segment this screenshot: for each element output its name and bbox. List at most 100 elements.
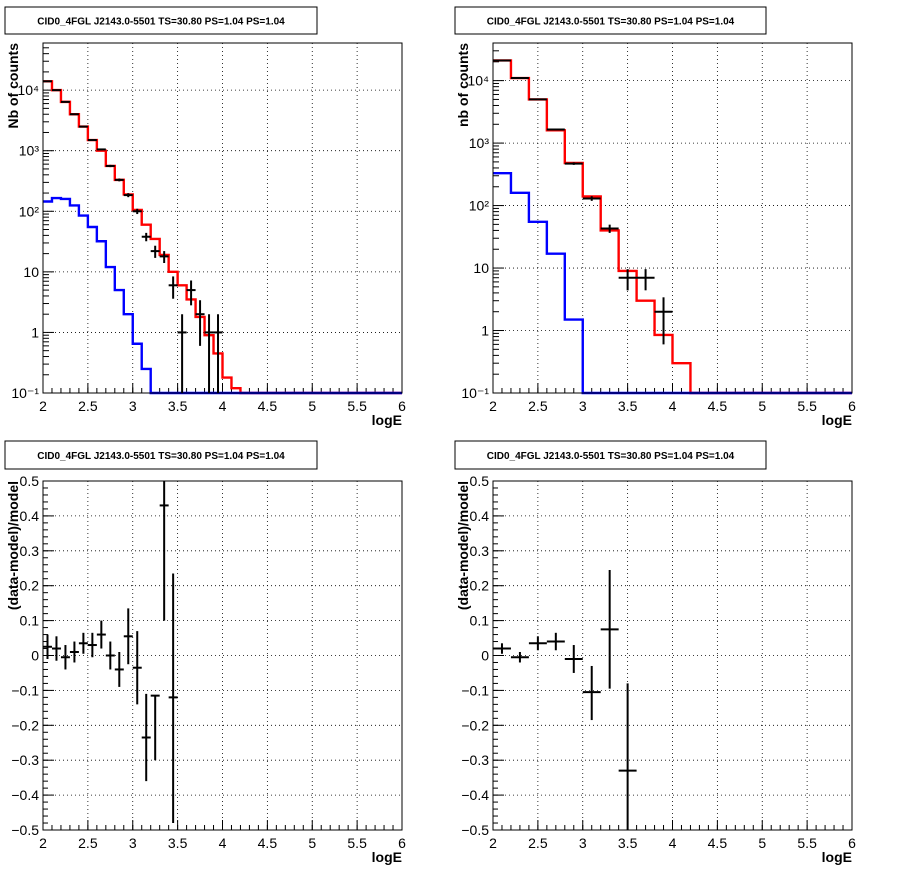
data-point <box>186 280 196 306</box>
x-tick-label: 5 <box>758 398 766 414</box>
x-tick-label: 4 <box>669 398 677 414</box>
plot-frame <box>42 480 403 831</box>
x-tick-label: 5 <box>758 835 766 851</box>
data-point <box>159 251 169 264</box>
panel-2: CID0_4FGL J2143.0-5501 TS=30.80 PS=1.04 … <box>454 6 856 428</box>
data-point <box>510 652 529 663</box>
y-tick-label: 10³ <box>469 135 490 151</box>
x-tick-label: 4 <box>669 835 677 851</box>
x-tick-label: 5 <box>308 398 316 414</box>
data-point <box>150 694 160 761</box>
data-point <box>69 113 79 116</box>
data-point <box>87 632 97 658</box>
title-box <box>454 440 767 470</box>
y-tick-label: 0.4 <box>20 508 40 524</box>
x-tick-label: 3.5 <box>168 835 188 851</box>
data-point <box>528 636 547 651</box>
y-tick-label: 0.5 <box>470 473 490 489</box>
panel-1: CID0_4FGL J2143.0-5501 TS=30.80 PS=1.04 … <box>4 6 406 428</box>
data-point <box>546 128 565 131</box>
x-tick-label: 4.5 <box>708 398 728 414</box>
x-tick-label: 4 <box>219 835 227 851</box>
y-tick-label: 0.5 <box>20 473 40 489</box>
y-tick-label: 1 <box>481 323 489 339</box>
data-point <box>618 683 637 830</box>
data-point <box>177 314 187 393</box>
data-point <box>493 643 511 654</box>
x-tick-label: 2.5 <box>78 835 98 851</box>
y-tick-label: −0.1 <box>461 682 489 698</box>
data-point <box>528 98 547 101</box>
data-point <box>114 178 124 182</box>
y-tick-label: 10⁴ <box>467 73 489 89</box>
y-tick-label: 0 <box>31 648 39 664</box>
x-tick-label: 3 <box>129 835 137 851</box>
x-tick-label: 5.5 <box>797 398 817 414</box>
data-point <box>123 193 133 198</box>
data-point <box>600 569 619 689</box>
x-tick-label: 4 <box>219 398 227 414</box>
data-point <box>582 665 601 721</box>
data-point <box>546 632 565 651</box>
plot-frame <box>492 42 853 394</box>
x-tick-label: 3.5 <box>618 835 638 851</box>
chart-title: CID0_4FGL J2143.0-5501 TS=30.80 PS=1.04 … <box>37 451 285 462</box>
data-point <box>564 645 583 673</box>
data-point <box>204 314 214 393</box>
y-tick-label: −0.4 <box>461 787 489 803</box>
data-point <box>96 620 106 649</box>
y-tick-label: 0.3 <box>470 543 490 559</box>
title-box <box>4 440 318 470</box>
data-point <box>168 573 178 824</box>
x-tick-label: 3 <box>579 398 587 414</box>
data-point <box>150 245 160 258</box>
x-tick-label: 2 <box>489 398 497 414</box>
x-axis-label: logE <box>372 412 402 428</box>
x-tick-label: 4.5 <box>708 835 728 851</box>
data-point <box>168 276 178 299</box>
y-tick-label: 0.3 <box>20 543 40 559</box>
chart-title: CID0_4FGL J2143.0-5501 TS=30.80 PS=1.04 … <box>37 17 285 28</box>
y-tick-label: 10 <box>23 264 39 280</box>
x-tick-label: 4.5 <box>258 398 278 414</box>
data-point <box>618 269 637 291</box>
data-point <box>141 232 151 242</box>
x-tick-label: 5 <box>308 835 316 851</box>
data-point <box>582 196 601 201</box>
y-tick-label: 10³ <box>19 143 40 159</box>
data-point <box>123 608 133 665</box>
data-point <box>51 636 61 661</box>
y-tick-label: 0.4 <box>470 508 490 524</box>
y-tick-label: −0.3 <box>461 752 489 768</box>
data-point <box>60 645 70 670</box>
x-tick-label: 2 <box>39 835 47 851</box>
y-tick-label: 1 <box>31 324 39 340</box>
y-tick-label: 10⁻¹ <box>461 385 489 401</box>
y-tick-label: 0.1 <box>20 613 40 629</box>
y-tick-label: −0.2 <box>461 717 489 733</box>
x-tick-label: 6 <box>398 398 406 414</box>
x-tick-label: 5.5 <box>347 835 367 851</box>
x-axis-label: logE <box>822 412 852 428</box>
x-axis-label: logE <box>822 849 852 865</box>
data-point <box>636 269 655 291</box>
data-point <box>564 162 583 165</box>
data-point <box>43 634 52 659</box>
y-tick-label: −0.3 <box>11 752 39 768</box>
y-axis-label: (data-model)/model <box>5 481 21 610</box>
x-axis-label: logE <box>372 849 402 865</box>
y-tick-label: −0.4 <box>11 787 39 803</box>
y-axis-label: nb of counts <box>455 43 471 127</box>
data-point <box>132 631 142 705</box>
y-tick-label: 10² <box>469 198 490 214</box>
title-box <box>454 6 767 35</box>
panel-4: CID0_4FGL J2143.0-5501 TS=30.80 PS=1.04 … <box>454 440 856 865</box>
x-tick-label: 3 <box>579 835 587 851</box>
data-point <box>654 297 673 345</box>
data-point <box>96 148 106 151</box>
y-tick-label: 0 <box>481 648 489 664</box>
x-tick-label: 4.5 <box>258 835 278 851</box>
data-point <box>600 224 619 233</box>
x-tick-label: 2.5 <box>78 398 98 414</box>
